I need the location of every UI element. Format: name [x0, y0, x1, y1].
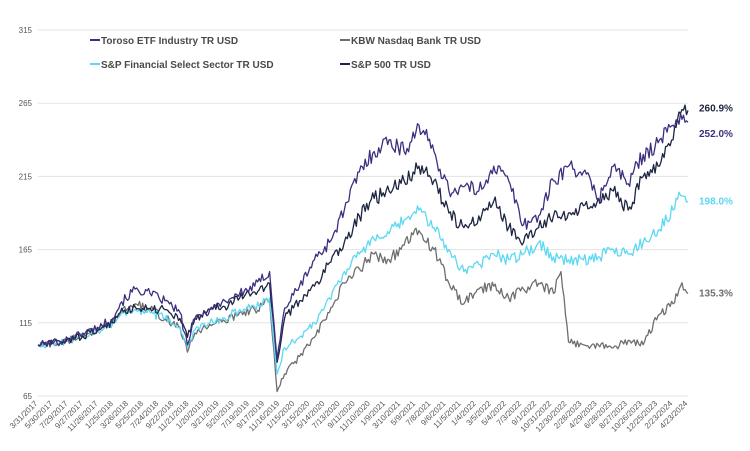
series-line-3 — [37, 104, 689, 363]
legend-entry-0: Toroso ETF Industry TR USD — [101, 36, 238, 47]
end-label-0: 252.0% — [699, 129, 733, 140]
y-axis-ticks: 65 115 165 215 265 315 — [19, 26, 33, 401]
end-label-1: 135.3% — [699, 289, 733, 300]
end-label-2: 198.0% — [699, 196, 733, 207]
end-label-3: 260.9% — [699, 104, 733, 115]
legend: Toroso ETF Industry TR USD KBW Nasdaq Ban… — [90, 36, 481, 71]
legend-entry-3: S&P 500 TR USD — [351, 60, 431, 71]
legend-entry-2: S&P Financial Select Sector TR USD — [101, 60, 274, 71]
series-line-0 — [37, 112, 689, 361]
y-tick-label: 165 — [19, 246, 33, 255]
legend-entry-1: KBW Nasdaq Bank TR USD — [351, 36, 481, 47]
x-axis-ticks: 3/31/20175/30/20177/29/20179/27/201711/2… — [8, 399, 690, 434]
y-tick-label: 315 — [19, 26, 33, 35]
end-labels: 252.0% 135.3% 198.0% 260.9% — [699, 104, 733, 300]
y-tick-label: 265 — [19, 99, 33, 108]
series-line-2 — [37, 191, 689, 375]
y-tick-label: 115 — [19, 319, 32, 328]
y-tick-label: 215 — [19, 172, 33, 181]
y-tick-label: 65 — [23, 392, 32, 401]
series-line-1 — [37, 227, 689, 393]
grid-lines — [38, 29, 688, 397]
series-lines — [37, 104, 689, 393]
